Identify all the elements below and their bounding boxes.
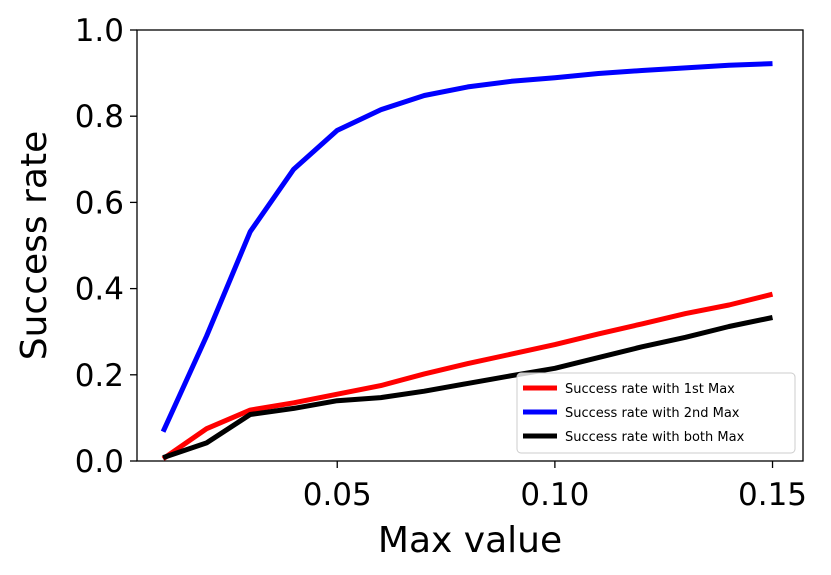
legend-label-1: Success rate with 1st Max bbox=[565, 382, 735, 397]
series-line-3 bbox=[162, 315, 774, 460]
plot-frame bbox=[136, 29, 804, 462]
y-tick-label: 0.4 bbox=[75, 272, 124, 308]
series-line-2 bbox=[160, 61, 773, 433]
series-line-1 bbox=[161, 291, 774, 461]
x-tick-label: 0.10 bbox=[520, 477, 589, 513]
y-tick-label: 0.2 bbox=[75, 358, 124, 394]
legend-label-3: Success rate with both Max bbox=[565, 430, 745, 445]
legend-label-2: Success rate with 2nd Max bbox=[565, 406, 740, 421]
y-tick-label: 0.8 bbox=[75, 99, 124, 135]
y-axis-title: Success rate bbox=[14, 131, 55, 360]
y-tick-label: 0.6 bbox=[75, 185, 124, 221]
x-tick-label: 0.05 bbox=[303, 477, 372, 513]
y-tick-label: 1.0 bbox=[75, 13, 124, 49]
x-axis: 0.05 0.10 0.15 bbox=[303, 461, 807, 513]
legend: Success rate with 1st Max Success rate wi… bbox=[516, 372, 796, 454]
y-axis: 0.0 0.2 0.4 0.6 0.8 1.0 bbox=[75, 13, 137, 480]
x-tick-label: 0.15 bbox=[738, 477, 807, 513]
legend-box bbox=[516, 372, 796, 454]
x-axis-title: Max value bbox=[378, 520, 562, 561]
y-tick-label: 0.0 bbox=[75, 444, 124, 480]
series-layer bbox=[160, 61, 774, 461]
